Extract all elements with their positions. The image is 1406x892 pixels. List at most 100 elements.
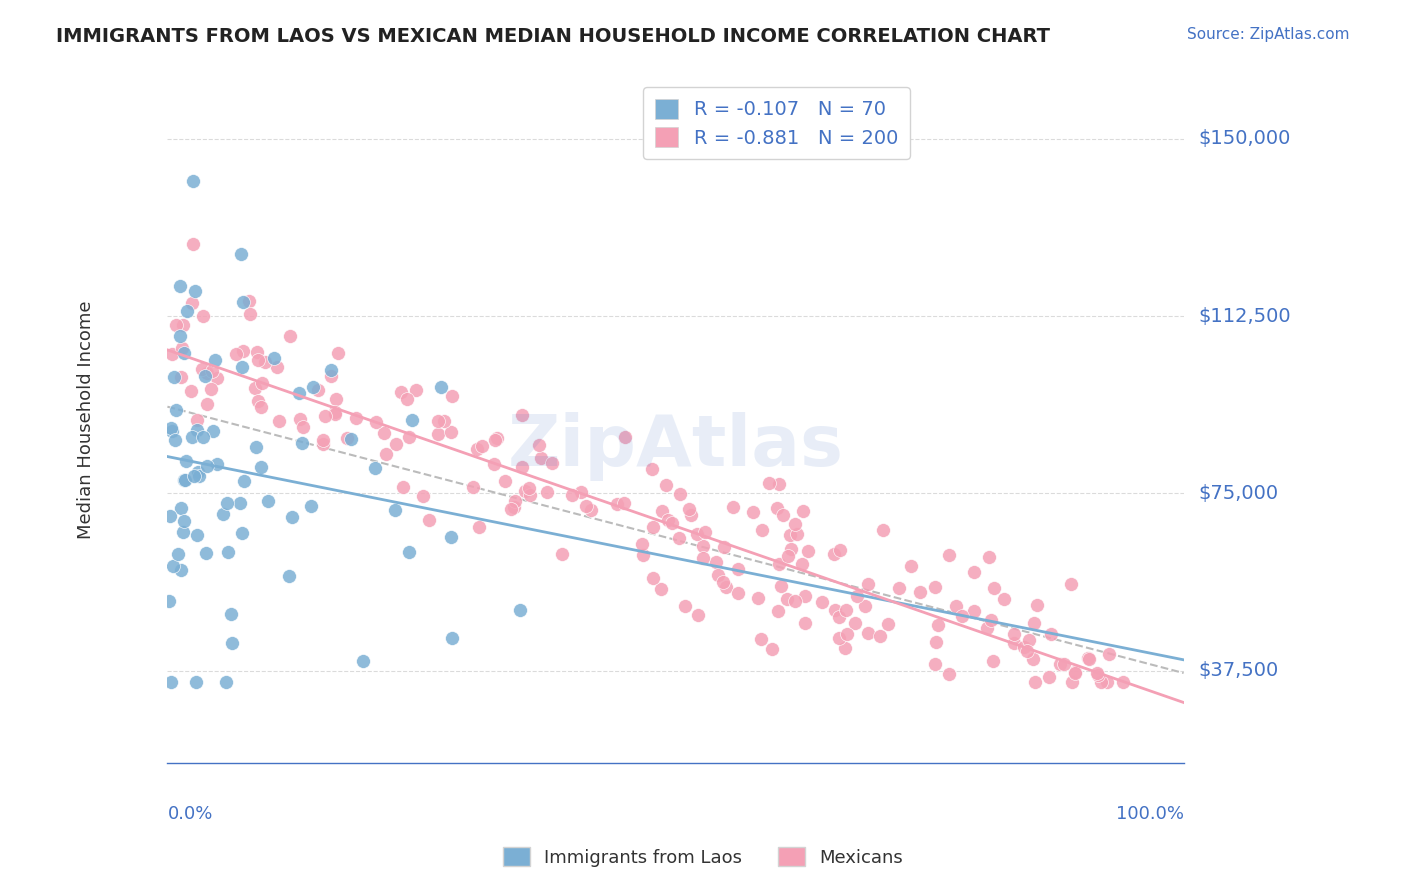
Point (232, 295, 254, 310)
Point (197, 459, 219, 474)
Point (204, 352, 226, 367)
Point (441, 631, 464, 645)
Point (713, 540, 735, 554)
Point (751, 524, 773, 538)
Point (834, 641, 856, 656)
Point (174, 453, 197, 467)
Point (686, 607, 709, 622)
Point (1064, 665, 1087, 680)
Point (1024, 675, 1046, 690)
Point (924, 657, 946, 672)
Point (440, 530, 463, 544)
Point (263, 351, 285, 365)
Point (681, 508, 703, 522)
Text: ZipAtlas: ZipAtlas (508, 411, 844, 481)
Point (219, 607, 242, 621)
Legend: R = -0.107   N = 70, R = -0.881   N = 200: R = -0.107 N = 70, R = -0.881 N = 200 (643, 87, 910, 160)
Point (427, 427, 450, 442)
Point (277, 569, 299, 583)
Point (541, 456, 564, 470)
Point (238, 293, 260, 308)
Point (186, 528, 208, 542)
Point (281, 509, 304, 524)
Point (172, 342, 194, 356)
Point (877, 617, 900, 632)
Point (159, 509, 181, 524)
Point (170, 563, 193, 577)
Point (519, 488, 541, 502)
Point (314, 409, 336, 423)
Point (468, 520, 491, 534)
Point (823, 547, 845, 561)
Point (389, 384, 412, 399)
Point (872, 523, 894, 537)
Point (657, 514, 679, 528)
Point (1098, 648, 1121, 662)
Point (512, 409, 534, 423)
Point (180, 296, 202, 310)
Point (278, 328, 301, 343)
Point (1060, 577, 1083, 591)
Point (499, 501, 522, 516)
Point (938, 548, 960, 562)
Point (426, 413, 449, 427)
Point (858, 625, 880, 640)
Point (655, 478, 678, 492)
Point (430, 380, 453, 394)
Point (184, 284, 207, 298)
Point (693, 525, 716, 540)
Point (613, 496, 636, 510)
Text: Median Household Income: Median Household Income (77, 301, 96, 540)
Point (440, 425, 463, 439)
Point (761, 642, 783, 657)
Point (927, 617, 949, 632)
Point (485, 431, 508, 445)
Point (162, 347, 184, 361)
Point (1060, 675, 1083, 690)
Point (749, 632, 772, 646)
Point (727, 586, 749, 600)
Point (783, 516, 806, 531)
Point (1049, 657, 1071, 671)
Point (993, 592, 1015, 607)
Point (470, 439, 492, 453)
Point (1095, 675, 1118, 690)
Point (336, 431, 359, 445)
Point (221, 636, 243, 650)
Point (173, 473, 195, 487)
Point (835, 627, 858, 641)
Point (1025, 599, 1047, 613)
Point (398, 430, 420, 444)
Point (983, 582, 1005, 596)
Point (395, 392, 418, 406)
Point (976, 621, 998, 635)
Point (162, 424, 184, 438)
Point (339, 432, 361, 446)
Point (1002, 635, 1025, 649)
Point (810, 595, 832, 609)
Point (769, 578, 792, 592)
Point (174, 473, 197, 487)
Point (328, 346, 350, 360)
Text: $37,500: $37,500 (1199, 661, 1279, 681)
Point (887, 581, 910, 595)
Point (188, 469, 211, 483)
Point (250, 376, 273, 391)
Point (299, 499, 322, 513)
Point (165, 403, 187, 417)
Point (325, 392, 347, 406)
Point (631, 536, 654, 550)
Point (910, 584, 932, 599)
Point (517, 481, 540, 495)
Point (246, 394, 269, 409)
Point (950, 609, 973, 624)
Point (977, 549, 1000, 564)
Point (834, 603, 856, 617)
Point (945, 599, 967, 614)
Point (766, 604, 789, 618)
Point (858, 577, 880, 591)
Point (392, 480, 415, 494)
Text: 0.0%: 0.0% (167, 805, 212, 823)
Point (661, 516, 683, 530)
Point (215, 675, 238, 690)
